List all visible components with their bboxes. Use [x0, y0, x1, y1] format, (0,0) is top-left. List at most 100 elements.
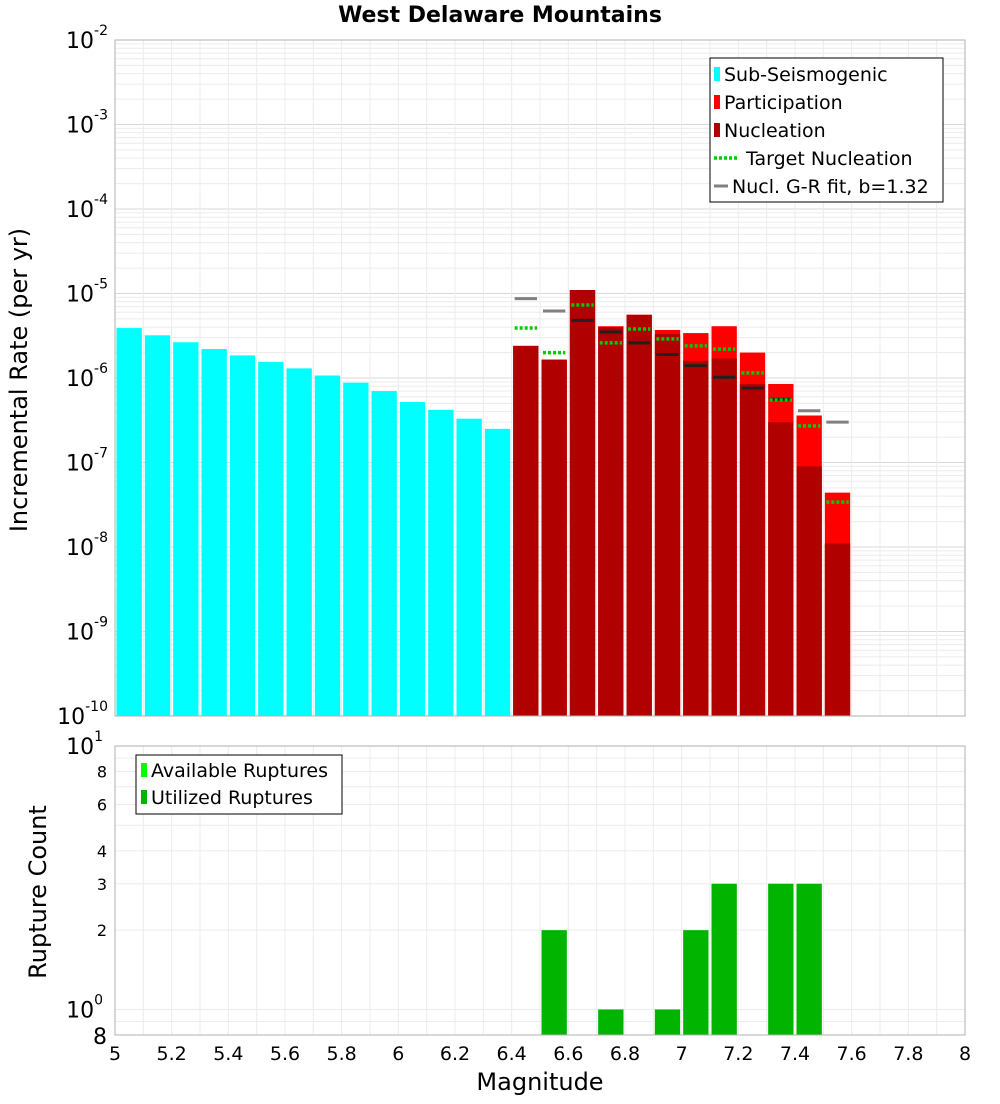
y-tick-base: 10: [66, 621, 94, 646]
y-tick-label: 10-10: [57, 699, 108, 730]
utilized-ruptures-bar: [711, 883, 737, 1035]
bottom-y-minor-tick-label: 8: [97, 763, 107, 782]
x-axis-label: Magnitude: [476, 1068, 603, 1096]
x-tick-label: 6.4: [497, 1043, 527, 1065]
nucleation-bar: [711, 358, 737, 716]
y-tick-label: 10-3: [66, 108, 108, 139]
y-tick-base: 10: [66, 367, 94, 392]
y-tick-base: 10: [66, 198, 94, 223]
bottom-y-tick-exponent: 0: [94, 992, 103, 1008]
nucleation-bar: [796, 466, 822, 716]
x-tick-label: 5.2: [157, 1043, 187, 1065]
top-y-axis-label: Incremental Rate (per yr): [5, 228, 33, 532]
sub-seismogenic-bar: [343, 382, 369, 716]
utilized-ruptures-bar: [796, 883, 822, 1035]
x-tick-label: 7.4: [780, 1043, 810, 1065]
utilized-ruptures-bar: [768, 883, 794, 1035]
nucleation-bar: [569, 290, 596, 716]
y-tick-label: 10-6: [66, 361, 108, 392]
bottom-y-tick-base: 10: [66, 998, 94, 1023]
nucleation-bar: [541, 359, 567, 716]
bottom-y-minor-tick-label: 8: [93, 1025, 107, 1050]
bottom-y-minor-tick-label: 3: [97, 875, 107, 894]
legend-swatch: [714, 67, 720, 81]
sub-seismogenic-bar: [371, 391, 397, 716]
y-tick-base: 10: [66, 536, 94, 561]
x-tick-label: 6.2: [440, 1043, 470, 1065]
nucleation-bar: [739, 383, 766, 716]
y-tick-label: 10-4: [66, 192, 108, 223]
x-tick-label: 7.6: [837, 1043, 867, 1065]
x-tick-label: 7: [676, 1043, 688, 1065]
top-legend-box: [709, 57, 944, 203]
sub-seismogenic-bar: [399, 401, 426, 716]
y-tick-base: 10: [66, 114, 94, 139]
nucleation-bar: [683, 360, 709, 716]
chart-title: West Delaware Mountains: [338, 3, 662, 28]
y-tick-exponent: -3: [94, 108, 108, 124]
legend-swatch: [141, 763, 147, 777]
legend-swatch: [141, 790, 147, 804]
bottom-y-minor-tick-label: 2: [97, 921, 107, 940]
sub-seismogenic-bar: [201, 349, 227, 716]
y-tick-label: 10-7: [66, 446, 108, 477]
legend-label: Participation: [724, 92, 843, 114]
sub-seismogenic-bar: [314, 375, 341, 716]
nucleation-bar: [626, 314, 652, 716]
nucleation-bar: [598, 327, 624, 716]
y-tick-exponent: -4: [94, 192, 108, 208]
sub-seismogenic-bar: [173, 342, 199, 716]
legend-label: Utilized Ruptures: [151, 787, 313, 809]
top-bars: [116, 290, 851, 716]
y-tick-label: 10-8: [66, 530, 108, 561]
y-tick-exponent: -10: [85, 699, 108, 715]
y-tick-exponent: -9: [94, 615, 108, 631]
nucleation-bar: [824, 543, 851, 716]
nucleation-bar: [513, 345, 539, 716]
x-tick-label: 8: [959, 1043, 971, 1065]
y-tick-base: 10: [66, 452, 94, 477]
bottom-y-tick-base: 10: [66, 735, 94, 760]
bottom-y-minor-tick-label: 4: [97, 842, 107, 861]
utilized-ruptures-bar: [654, 1009, 681, 1035]
x-tick-label: 6: [392, 1043, 404, 1065]
bottom-y-tick-label: 100: [66, 992, 103, 1023]
x-tick-label: 7.2: [723, 1043, 753, 1065]
x-tick-label: 5.6: [270, 1043, 300, 1065]
x-tick-label: 6.6: [553, 1043, 583, 1065]
y-tick-label: 10-2: [66, 23, 108, 54]
bottom-legend: Available Ruptures Utilized Ruptures: [135, 754, 343, 815]
x-tick-labels: 5 5.2 5.4 5.6 5.8 6 6.2 6.4 6.6 6.8 7 7.2 7.4 7.6 7.8 8: [109, 1043, 971, 1065]
x-tick-label: 7.8: [893, 1043, 923, 1065]
x-tick-label: 5: [109, 1043, 121, 1065]
x-tick-label: 6.8: [610, 1043, 640, 1065]
y-tick-base: 10: [66, 29, 94, 54]
utilized-ruptures-bar: [541, 930, 567, 1035]
sub-seismogenic-bar: [456, 418, 482, 716]
y-tick-label: 10-9: [66, 615, 108, 646]
bottom-y-minor-tick-label: 6: [97, 795, 107, 814]
bottom-legend-box: [135, 754, 343, 815]
top-lines: [514, 297, 849, 504]
sub-seismogenic-bar: [116, 328, 142, 716]
utilized-ruptures-bar: [683, 930, 709, 1035]
x-tick-label: 5.4: [213, 1043, 243, 1065]
y-tick-label: 10-5: [66, 277, 108, 308]
top-legend: Sub-Seismogenic Participation Nucleation Ta…: [709, 57, 944, 203]
sub-seismogenic-bar: [144, 335, 171, 716]
y-tick-exponent: -6: [94, 361, 108, 377]
bottom-bars: [541, 883, 822, 1035]
y-tick-exponent: -2: [94, 23, 108, 39]
y-tick-exponent: -8: [94, 530, 108, 546]
utilized-ruptures-bar: [598, 1009, 624, 1035]
sub-seismogenic-bar: [286, 368, 312, 716]
top-plot-border: [114, 39, 966, 717]
sub-seismogenic-bar: [484, 428, 511, 716]
sub-seismogenic-bar: [229, 355, 256, 716]
y-tick-exponent: -7: [94, 446, 108, 462]
y-tick-base: 10: [66, 283, 94, 308]
x-tick-label: 5.8: [327, 1043, 357, 1065]
legend-label: Available Ruptures: [151, 760, 328, 782]
